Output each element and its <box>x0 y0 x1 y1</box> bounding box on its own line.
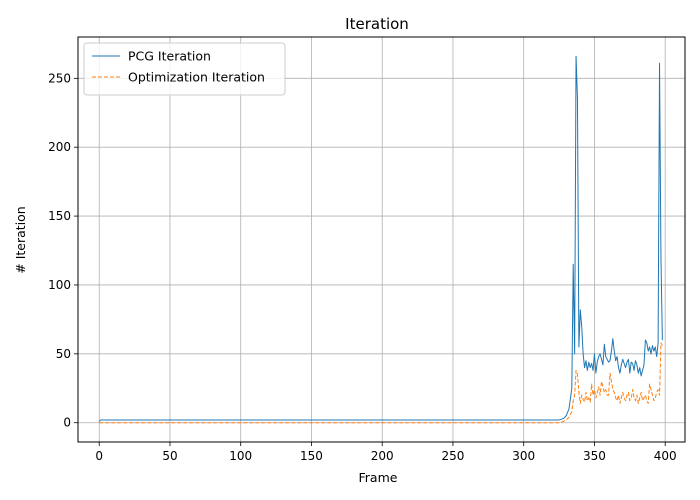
y-tick-label: 100 <box>48 278 71 292</box>
plot-frame <box>77 36 686 443</box>
legend-label-2: Optimization Iteration <box>128 70 265 85</box>
y-tick-label: 250 <box>48 71 71 85</box>
y-tick-label: 150 <box>48 209 71 223</box>
series-layer <box>98 55 663 424</box>
legend-label-1: PCG Iteration <box>128 49 211 64</box>
legend: PCG Iteration Optimization Iteration <box>83 42 286 96</box>
y-tick-label: 50 <box>56 347 71 361</box>
x-tick-label: 200 <box>371 449 394 463</box>
x-axis-label: Frame <box>359 470 398 485</box>
x-tick-label: 0 <box>95 449 103 463</box>
x-tick-label: 300 <box>512 449 535 463</box>
series-line-1 <box>98 55 663 422</box>
x-tick-label: 150 <box>300 449 323 463</box>
legend-box <box>83 42 286 96</box>
x-tick-label: 400 <box>654 449 677 463</box>
chart-title: Iteration <box>345 15 409 33</box>
y-axis-label: # Iteration <box>13 206 28 273</box>
x-tick-label: 350 <box>583 449 606 463</box>
x-tick-label: 50 <box>162 449 177 463</box>
y-tick-label: 200 <box>48 140 71 154</box>
grid-lines <box>78 37 685 442</box>
x-tick-label: 100 <box>229 449 252 463</box>
y-tick-label: 0 <box>63 416 71 430</box>
x-axis: 0 50 100 150 200 250 300 350 400 <box>95 442 677 463</box>
series-line-2 <box>99 342 663 424</box>
y-axis: 0 50 100 150 200 250 <box>48 71 78 430</box>
x-tick-label: 250 <box>442 449 465 463</box>
